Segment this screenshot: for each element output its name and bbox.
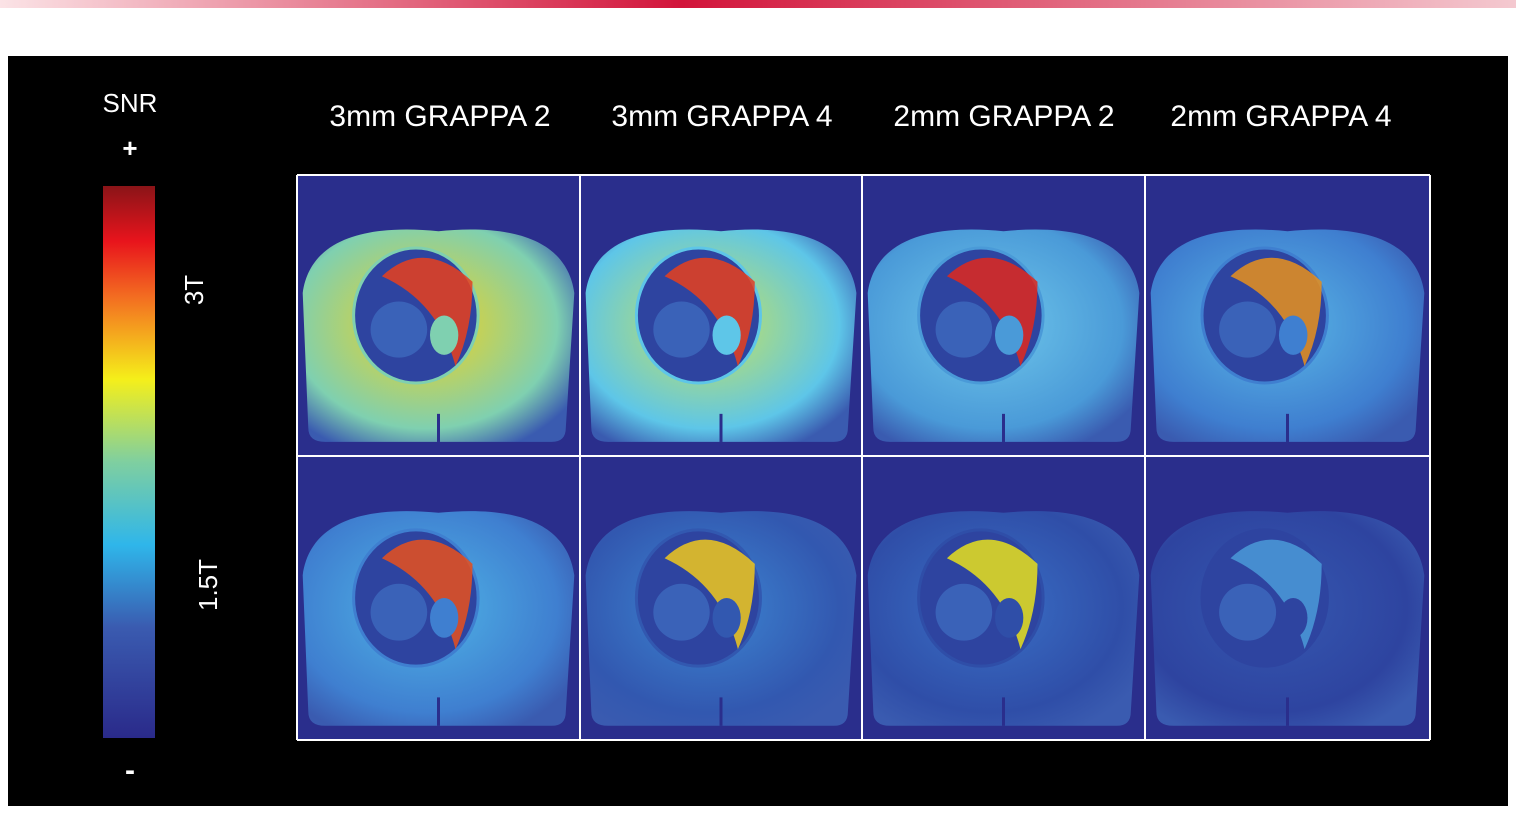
- ventricle: [1278, 315, 1308, 355]
- column-title: 2mm GRAPPA 4: [1170, 100, 1391, 133]
- ventricle: [995, 598, 1024, 638]
- snr-map: [580, 456, 862, 740]
- colorbar-max: +: [122, 133, 137, 163]
- ventricle: [1219, 301, 1277, 358]
- column-title: 3mm GRAPPA 2: [329, 100, 550, 133]
- colorbar-label: 1.5T: [193, 559, 223, 611]
- colorbar: [103, 186, 155, 738]
- ventricle: [370, 301, 428, 358]
- colorbar-min: -: [125, 754, 135, 787]
- ventricle: [370, 583, 428, 641]
- ventricle: [935, 583, 993, 641]
- snr-map: [297, 175, 580, 456]
- ventricle: [430, 598, 459, 638]
- column-title: 3mm GRAPPA 4: [611, 100, 832, 133]
- ventricle: [430, 315, 459, 355]
- ventricle: [712, 315, 741, 355]
- ventricle: [1278, 598, 1308, 638]
- snr-map: [862, 175, 1145, 456]
- top-banner: [0, 0, 1516, 8]
- snr-map: [1145, 456, 1430, 740]
- ventricle: [653, 583, 710, 641]
- snr-map: [862, 456, 1145, 740]
- column-title: 2mm GRAPPA 2: [893, 100, 1114, 133]
- snr-map: [580, 175, 862, 456]
- colorbar-title: SNR: [103, 88, 158, 118]
- ventricle: [653, 301, 710, 358]
- snr-map: [297, 456, 580, 740]
- snr-map: [1145, 175, 1430, 456]
- ventricle: [712, 598, 741, 638]
- ventricle: [935, 301, 993, 358]
- colorbar-label: 3T: [179, 275, 209, 305]
- ventricle: [995, 315, 1024, 355]
- ventricle: [1219, 583, 1277, 641]
